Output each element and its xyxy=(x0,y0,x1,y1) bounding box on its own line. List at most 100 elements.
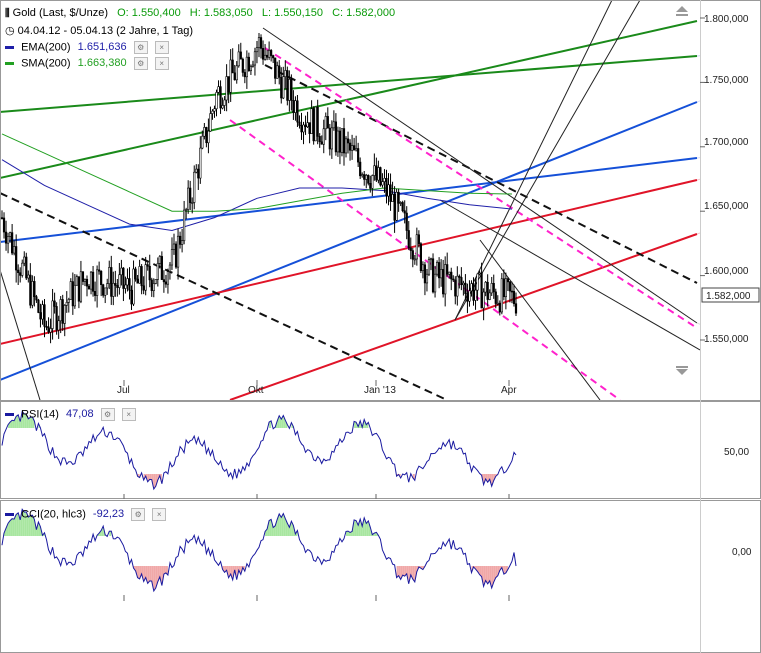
price-candle xyxy=(359,161,362,177)
price-candle xyxy=(272,55,275,59)
price-candle xyxy=(221,105,224,109)
price-candle xyxy=(19,272,22,276)
price-candle xyxy=(324,116,327,130)
price-candle xyxy=(71,281,74,307)
rsi-remove-icon[interactable]: × xyxy=(121,408,136,421)
price-candle xyxy=(255,47,259,53)
rsi-line[interactable] xyxy=(1,410,517,491)
green-trendline-steep[interactable] xyxy=(0,20,698,179)
cci-overbought-fill xyxy=(273,525,276,536)
price-candle xyxy=(282,76,285,99)
price-candle xyxy=(61,299,64,324)
price-candle xyxy=(245,56,248,78)
rsi-overbought-fill xyxy=(30,417,33,428)
price-candle xyxy=(350,145,354,151)
price-candle xyxy=(35,296,38,301)
ema-swatch xyxy=(5,46,14,49)
black-thin-left[interactable] xyxy=(0,270,41,400)
cci-oversold-fill xyxy=(147,566,150,584)
price-candle xyxy=(31,281,34,306)
price-candle xyxy=(203,127,206,137)
red-trendline-upper[interactable] xyxy=(0,179,698,345)
close-value: C: 1.582,000 xyxy=(332,7,396,19)
price-candle xyxy=(310,108,313,134)
price-candle xyxy=(444,264,447,295)
cci-oversold-fill xyxy=(159,566,162,586)
blue-trendline-flat[interactable] xyxy=(0,157,698,243)
price-candle xyxy=(106,283,109,289)
price-candle xyxy=(33,281,36,297)
price-candle xyxy=(87,285,91,290)
green-trendline-upper[interactable] xyxy=(0,55,698,113)
price-candle xyxy=(395,191,398,221)
sma-remove-icon[interactable]: × xyxy=(154,57,169,70)
price-candle xyxy=(405,212,408,231)
ema-remove-icon[interactable]: × xyxy=(154,41,169,54)
price-candle xyxy=(379,167,382,186)
price-candle xyxy=(383,177,386,182)
price-candle xyxy=(278,65,281,78)
price-candle xyxy=(98,269,101,272)
ema-settings-icon[interactable]: ⚙ xyxy=(133,41,148,54)
chart-type-icon[interactable]: ⫼ xyxy=(5,8,10,19)
rsi-oversold-fill xyxy=(485,474,488,483)
black-fan-2[interactable] xyxy=(454,0,640,321)
cci-line[interactable] xyxy=(1,508,517,593)
price-candle xyxy=(83,278,87,282)
clock-icon: ◷ xyxy=(5,25,15,37)
price-candle xyxy=(132,268,135,305)
price-candle xyxy=(421,264,425,272)
price-candle xyxy=(207,130,210,144)
price-candle xyxy=(357,148,360,163)
price-candle xyxy=(4,231,8,244)
rsi-legend: RSI(14) 47,08 ⚙ × xyxy=(5,408,136,421)
price-candle xyxy=(201,135,204,149)
sma-settings-icon[interactable]: ⚙ xyxy=(133,57,148,70)
price-candle xyxy=(63,305,66,324)
black-fan-4[interactable] xyxy=(439,199,700,351)
price-candle xyxy=(183,209,186,242)
magenta-channel-lower[interactable] xyxy=(229,119,621,400)
price-candle xyxy=(353,145,356,151)
scroll-down-icon[interactable] xyxy=(676,369,688,375)
rsi-overbought-fill xyxy=(16,414,19,428)
cci-overbought-fill xyxy=(368,520,371,536)
sma-200-line[interactable] xyxy=(1,133,513,212)
price-candle xyxy=(435,262,439,275)
price-candle xyxy=(363,174,366,180)
red-trendline-lower[interactable] xyxy=(229,233,698,400)
black-dashed-lower[interactable] xyxy=(0,192,448,400)
price-candle xyxy=(122,267,125,289)
price-candle xyxy=(193,171,196,203)
price-candle xyxy=(130,289,133,305)
price-candle xyxy=(417,234,420,244)
price-candle xyxy=(138,266,141,284)
cci-remove-icon[interactable]: × xyxy=(152,508,167,521)
blue-trendline-steep[interactable] xyxy=(0,101,698,381)
scroll-up-icon[interactable] xyxy=(676,6,688,12)
price-candle xyxy=(134,268,137,280)
price-candle xyxy=(458,275,461,278)
price-candle xyxy=(369,183,372,189)
price-candle xyxy=(290,79,293,101)
cci-oversold-fill xyxy=(145,566,148,584)
magenta-channel-upper[interactable] xyxy=(264,47,698,329)
price-candle xyxy=(510,290,514,293)
rsi-overbought-fill xyxy=(8,422,11,428)
price-candle xyxy=(187,187,190,210)
cci-overbought-fill xyxy=(12,518,15,536)
price-candle xyxy=(41,304,44,320)
black-thin-downtrend[interactable] xyxy=(262,27,698,324)
rsi-overbought-fill xyxy=(24,413,27,428)
black-fan-3[interactable] xyxy=(479,239,601,400)
cci-settings-icon[interactable]: ⚙ xyxy=(131,508,146,521)
ema-200-line[interactable] xyxy=(1,159,513,232)
rsi-settings-icon[interactable]: ⚙ xyxy=(100,408,115,421)
price-candle xyxy=(168,264,172,272)
price-candle xyxy=(476,273,479,291)
price-candle xyxy=(312,108,315,142)
price-candle xyxy=(191,202,194,204)
price-candle xyxy=(419,243,422,272)
black-dashed-upper[interactable] xyxy=(264,64,698,284)
price-candle xyxy=(316,106,319,137)
